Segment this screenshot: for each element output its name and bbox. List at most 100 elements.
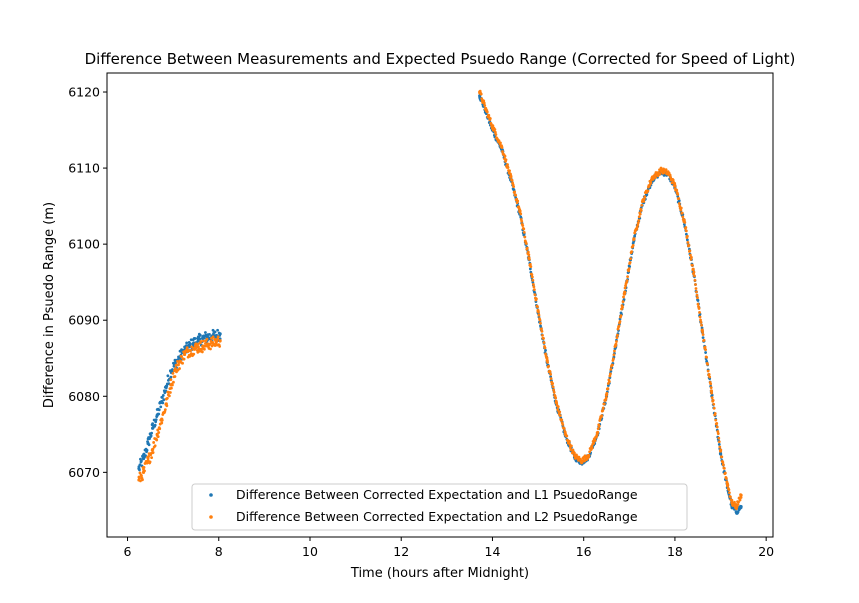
data-point (485, 110, 489, 114)
data-point (217, 331, 221, 335)
data-point (157, 431, 161, 434)
data-point (688, 249, 692, 253)
data-point (533, 293, 537, 297)
data-point (194, 346, 198, 350)
data-point (739, 493, 742, 497)
data-point (587, 453, 591, 457)
data-point (592, 441, 596, 445)
data-point (524, 242, 528, 245)
data-point (159, 405, 163, 409)
data-point (540, 329, 544, 333)
data-point (697, 307, 701, 310)
data-point (646, 189, 650, 193)
data-point (147, 455, 150, 458)
data-point (503, 154, 507, 158)
data-point (710, 396, 714, 400)
chart-title: Difference Between Measurements and Expe… (85, 50, 796, 68)
data-point (630, 250, 634, 254)
data-point (499, 141, 502, 145)
data-point (723, 471, 727, 475)
data-point (691, 268, 695, 272)
data-point (216, 328, 219, 332)
data-point (527, 253, 531, 257)
data-point (597, 424, 601, 428)
data-point (632, 237, 636, 241)
data-point (173, 375, 177, 378)
data-point (695, 293, 699, 297)
data-point (487, 113, 491, 117)
data-point (200, 350, 204, 354)
data-point (698, 311, 701, 314)
data-point (676, 193, 680, 196)
data-point (622, 298, 626, 301)
data-point (684, 226, 688, 229)
data-point (554, 399, 558, 403)
data-point (567, 439, 571, 443)
data-point (701, 336, 705, 340)
data-point (522, 230, 526, 234)
data-point (730, 498, 734, 502)
y-tick-label: 6120 (68, 85, 100, 100)
data-point (653, 173, 657, 177)
data-point (711, 399, 715, 402)
data-point (717, 443, 721, 446)
data-point (539, 321, 542, 325)
data-point (529, 265, 533, 268)
data-point (621, 300, 625, 304)
data-point (158, 427, 162, 431)
data-point (527, 257, 531, 261)
data-point (611, 363, 614, 367)
data-point (193, 337, 197, 340)
data-point (156, 428, 160, 432)
data-point (686, 241, 690, 244)
data-point (532, 288, 536, 291)
data-point (633, 234, 637, 238)
data-point (623, 292, 626, 296)
data-point (712, 402, 716, 406)
data-point (506, 166, 510, 169)
data-point (640, 203, 644, 207)
x-axis-label: Time (hours after Midnight) (350, 566, 529, 581)
data-point (652, 177, 655, 181)
data-point (715, 425, 719, 429)
data-point (716, 432, 720, 435)
data-point (145, 448, 149, 452)
data-point (562, 427, 566, 430)
data-point (167, 394, 171, 398)
data-point (493, 128, 497, 131)
data-point (677, 199, 681, 203)
data-point (523, 235, 527, 239)
data-point (160, 418, 164, 422)
x-tick-label: 16 (576, 544, 592, 559)
data-point (162, 398, 166, 402)
data-point (706, 362, 710, 366)
data-point (719, 453, 723, 456)
data-point (709, 382, 713, 386)
data-point (554, 396, 558, 400)
data-point (521, 224, 525, 228)
data-point (639, 209, 643, 212)
x-tick-label: 14 (485, 544, 501, 559)
data-point (708, 375, 712, 379)
data-point (146, 457, 150, 461)
x-tick-label: 6 (124, 544, 132, 559)
data-point (704, 351, 708, 354)
data-point (624, 284, 627, 287)
data-point (198, 333, 202, 337)
data-point (612, 357, 615, 361)
data-point (174, 367, 177, 370)
data-point (636, 221, 640, 225)
data-point (604, 396, 608, 399)
y-tick-label: 6070 (68, 465, 100, 480)
data-point (623, 286, 627, 290)
data-point (192, 352, 196, 356)
x-axis-ticks: 6 8 10 12 14 16 18 20 (124, 537, 774, 559)
x-tick-label: 20 (758, 544, 774, 559)
data-point (166, 374, 170, 378)
data-point (541, 333, 544, 337)
data-point (734, 502, 738, 506)
data-point (185, 341, 189, 345)
data-point (701, 330, 704, 334)
data-point (602, 402, 606, 406)
data-point (150, 456, 154, 460)
